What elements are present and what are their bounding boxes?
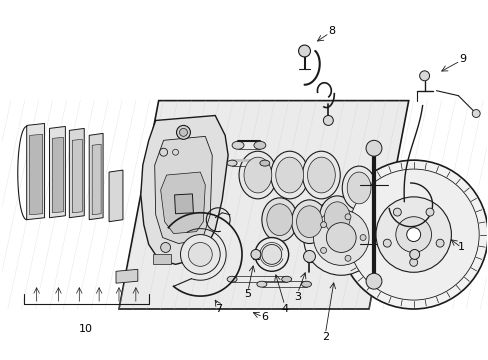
Text: 6: 6	[261, 312, 268, 322]
Text: 10: 10	[79, 324, 93, 334]
Text: 5: 5	[244, 289, 251, 299]
Text: 8: 8	[327, 26, 334, 36]
Circle shape	[320, 222, 326, 228]
Ellipse shape	[239, 151, 276, 199]
Ellipse shape	[342, 166, 375, 210]
Ellipse shape	[324, 202, 349, 234]
Circle shape	[392, 208, 401, 216]
Circle shape	[161, 243, 170, 252]
Polygon shape	[49, 126, 65, 218]
Polygon shape	[174, 194, 193, 214]
Polygon shape	[161, 172, 205, 234]
Circle shape	[160, 148, 167, 156]
Circle shape	[345, 214, 350, 220]
Ellipse shape	[232, 141, 244, 149]
Ellipse shape	[346, 172, 370, 204]
Ellipse shape	[275, 157, 303, 193]
Text: 7: 7	[214, 304, 222, 314]
Ellipse shape	[226, 160, 237, 166]
Ellipse shape	[244, 157, 271, 193]
Circle shape	[176, 125, 190, 139]
Polygon shape	[72, 139, 82, 213]
Circle shape	[298, 45, 310, 57]
Text: 1: 1	[457, 243, 464, 252]
Circle shape	[303, 251, 315, 262]
Ellipse shape	[281, 276, 291, 282]
Ellipse shape	[270, 151, 308, 199]
Circle shape	[425, 208, 433, 216]
Text: 3: 3	[293, 292, 301, 302]
Ellipse shape	[259, 160, 269, 166]
Circle shape	[313, 210, 368, 265]
Circle shape	[339, 160, 487, 309]
Polygon shape	[141, 116, 228, 264]
Ellipse shape	[256, 281, 266, 287]
Circle shape	[320, 247, 326, 253]
Ellipse shape	[307, 157, 335, 193]
Circle shape	[179, 129, 187, 136]
Circle shape	[180, 235, 220, 274]
Circle shape	[303, 200, 378, 275]
Polygon shape	[69, 129, 84, 218]
Circle shape	[435, 239, 443, 247]
Circle shape	[375, 197, 450, 272]
Ellipse shape	[302, 151, 340, 199]
Circle shape	[172, 149, 178, 155]
Polygon shape	[27, 123, 44, 220]
Polygon shape	[92, 144, 101, 215]
Text: 2: 2	[321, 332, 328, 342]
Text: 4: 4	[281, 304, 287, 314]
Polygon shape	[109, 170, 122, 222]
Ellipse shape	[319, 196, 354, 239]
Circle shape	[409, 258, 417, 266]
Circle shape	[188, 243, 212, 266]
Circle shape	[359, 235, 366, 240]
Circle shape	[325, 223, 355, 252]
Circle shape	[347, 169, 478, 300]
Circle shape	[366, 273, 381, 289]
Polygon shape	[152, 255, 170, 264]
Circle shape	[262, 244, 281, 264]
Circle shape	[406, 228, 420, 242]
Ellipse shape	[291, 200, 326, 243]
Circle shape	[345, 255, 350, 261]
Polygon shape	[30, 134, 42, 215]
Ellipse shape	[266, 204, 292, 235]
Text: 9: 9	[459, 54, 466, 64]
Ellipse shape	[296, 206, 322, 238]
Circle shape	[250, 249, 260, 260]
Polygon shape	[119, 100, 408, 309]
Circle shape	[409, 249, 419, 260]
Circle shape	[395, 217, 431, 252]
Ellipse shape	[262, 198, 297, 242]
Ellipse shape	[226, 276, 237, 282]
Ellipse shape	[301, 281, 311, 287]
Circle shape	[366, 140, 381, 156]
Polygon shape	[154, 136, 212, 243]
Ellipse shape	[253, 141, 265, 149]
Circle shape	[254, 238, 288, 271]
Circle shape	[471, 109, 479, 117]
Circle shape	[383, 239, 390, 247]
Circle shape	[323, 116, 333, 125]
Polygon shape	[89, 133, 103, 220]
Polygon shape	[52, 137, 63, 213]
Polygon shape	[116, 269, 138, 283]
Circle shape	[419, 71, 428, 81]
